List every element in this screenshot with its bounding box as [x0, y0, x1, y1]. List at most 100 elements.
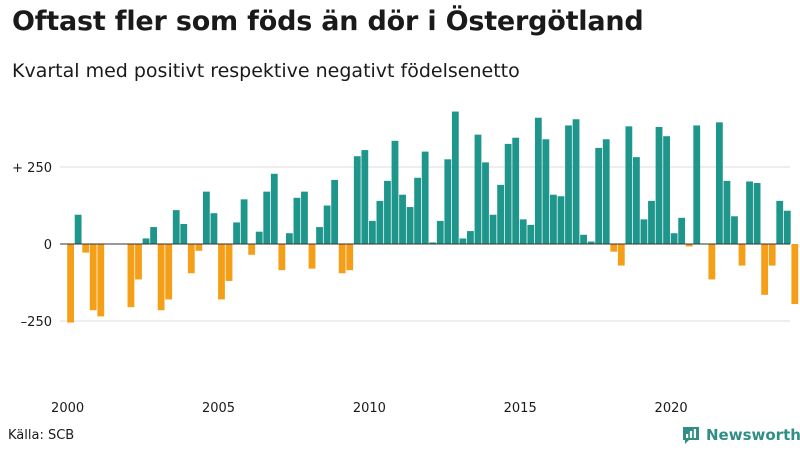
bar [157, 244, 165, 311]
bar [753, 183, 761, 244]
bar [776, 200, 784, 244]
bars [67, 111, 799, 323]
bar [504, 143, 512, 244]
bar [708, 244, 716, 280]
y-tick-label: –250 [21, 315, 52, 330]
bar [474, 134, 482, 244]
bar [135, 244, 142, 280]
bar [67, 244, 74, 323]
bar [202, 191, 210, 244]
bar [451, 111, 459, 244]
bar [467, 231, 474, 244]
bar [180, 223, 188, 244]
bar [376, 200, 384, 244]
y-tick-label: 0 [44, 238, 52, 253]
bar [617, 244, 625, 266]
x-axis-ticks: 2000 2005 2010 2015 2020 [51, 401, 688, 416]
bar [489, 214, 497, 244]
bar [127, 244, 135, 308]
bar [255, 231, 263, 244]
bar [565, 125, 572, 244]
bar [783, 210, 791, 244]
bar [550, 194, 557, 244]
bar-chart-speech-bubble-icon [683, 427, 699, 444]
brand-logo: Newsworthy [681, 425, 800, 445]
bar [633, 157, 640, 244]
bar [293, 197, 301, 244]
bar [240, 199, 248, 244]
brand-name: Newsworthy [706, 426, 800, 444]
bar [527, 224, 535, 244]
bar [368, 220, 376, 244]
bar [693, 125, 701, 244]
source-note: Källa: SCB [8, 428, 75, 443]
bar [353, 156, 361, 244]
bar [738, 244, 746, 266]
bar [595, 147, 603, 244]
bar [746, 181, 753, 244]
bar [542, 139, 550, 244]
bar [655, 126, 663, 244]
bar [195, 244, 203, 251]
bar [685, 244, 693, 247]
bar [142, 238, 150, 244]
bar [225, 244, 233, 281]
bar [323, 205, 331, 244]
bar [391, 140, 399, 244]
bar [497, 184, 505, 244]
bar [648, 200, 655, 244]
bar [150, 227, 157, 244]
bar [436, 220, 444, 244]
bar [233, 222, 240, 244]
x-tick-label: 2000 [51, 401, 84, 416]
bar [346, 244, 354, 271]
bar [731, 216, 738, 244]
bar [587, 241, 595, 244]
bar [278, 244, 286, 271]
bar [557, 196, 565, 244]
bar [459, 238, 467, 244]
bar [519, 219, 527, 244]
bar [338, 244, 346, 274]
x-tick-label: 2020 [655, 401, 688, 416]
bar [715, 122, 723, 244]
bar [421, 151, 429, 244]
bar [210, 213, 218, 244]
bar [429, 242, 437, 244]
bar [534, 117, 542, 244]
bar [263, 191, 271, 244]
bar [580, 234, 587, 244]
bar [97, 244, 105, 317]
bar [406, 207, 414, 244]
bar [172, 210, 180, 244]
x-tick-label: 2015 [504, 401, 537, 416]
y-axis-ticks: + 250 0 –250 [12, 161, 52, 330]
bar [248, 244, 256, 255]
bar [82, 244, 90, 253]
chart-subtitle: Kvartal med positivt respektive negativt… [12, 60, 520, 82]
bar [791, 244, 799, 305]
bar [625, 126, 633, 244]
bar [74, 214, 82, 244]
bar [285, 233, 293, 244]
bar [187, 244, 195, 274]
y-tick-label: + 250 [12, 161, 52, 176]
bar [678, 217, 686, 244]
x-tick-label: 2005 [202, 401, 235, 416]
bar [301, 191, 308, 244]
bar [399, 194, 406, 244]
bar [663, 136, 670, 244]
bar [670, 233, 678, 244]
bar [768, 244, 776, 266]
bar [602, 139, 610, 244]
bar [89, 244, 97, 311]
bar [610, 244, 618, 252]
bar [218, 244, 225, 300]
x-tick-label: 2010 [353, 401, 386, 416]
bar [761, 244, 769, 295]
bar [723, 180, 731, 244]
bar [384, 180, 391, 244]
chart-title: Oftast fler som föds än dör i Östergötla… [12, 6, 644, 37]
bar [414, 177, 422, 244]
